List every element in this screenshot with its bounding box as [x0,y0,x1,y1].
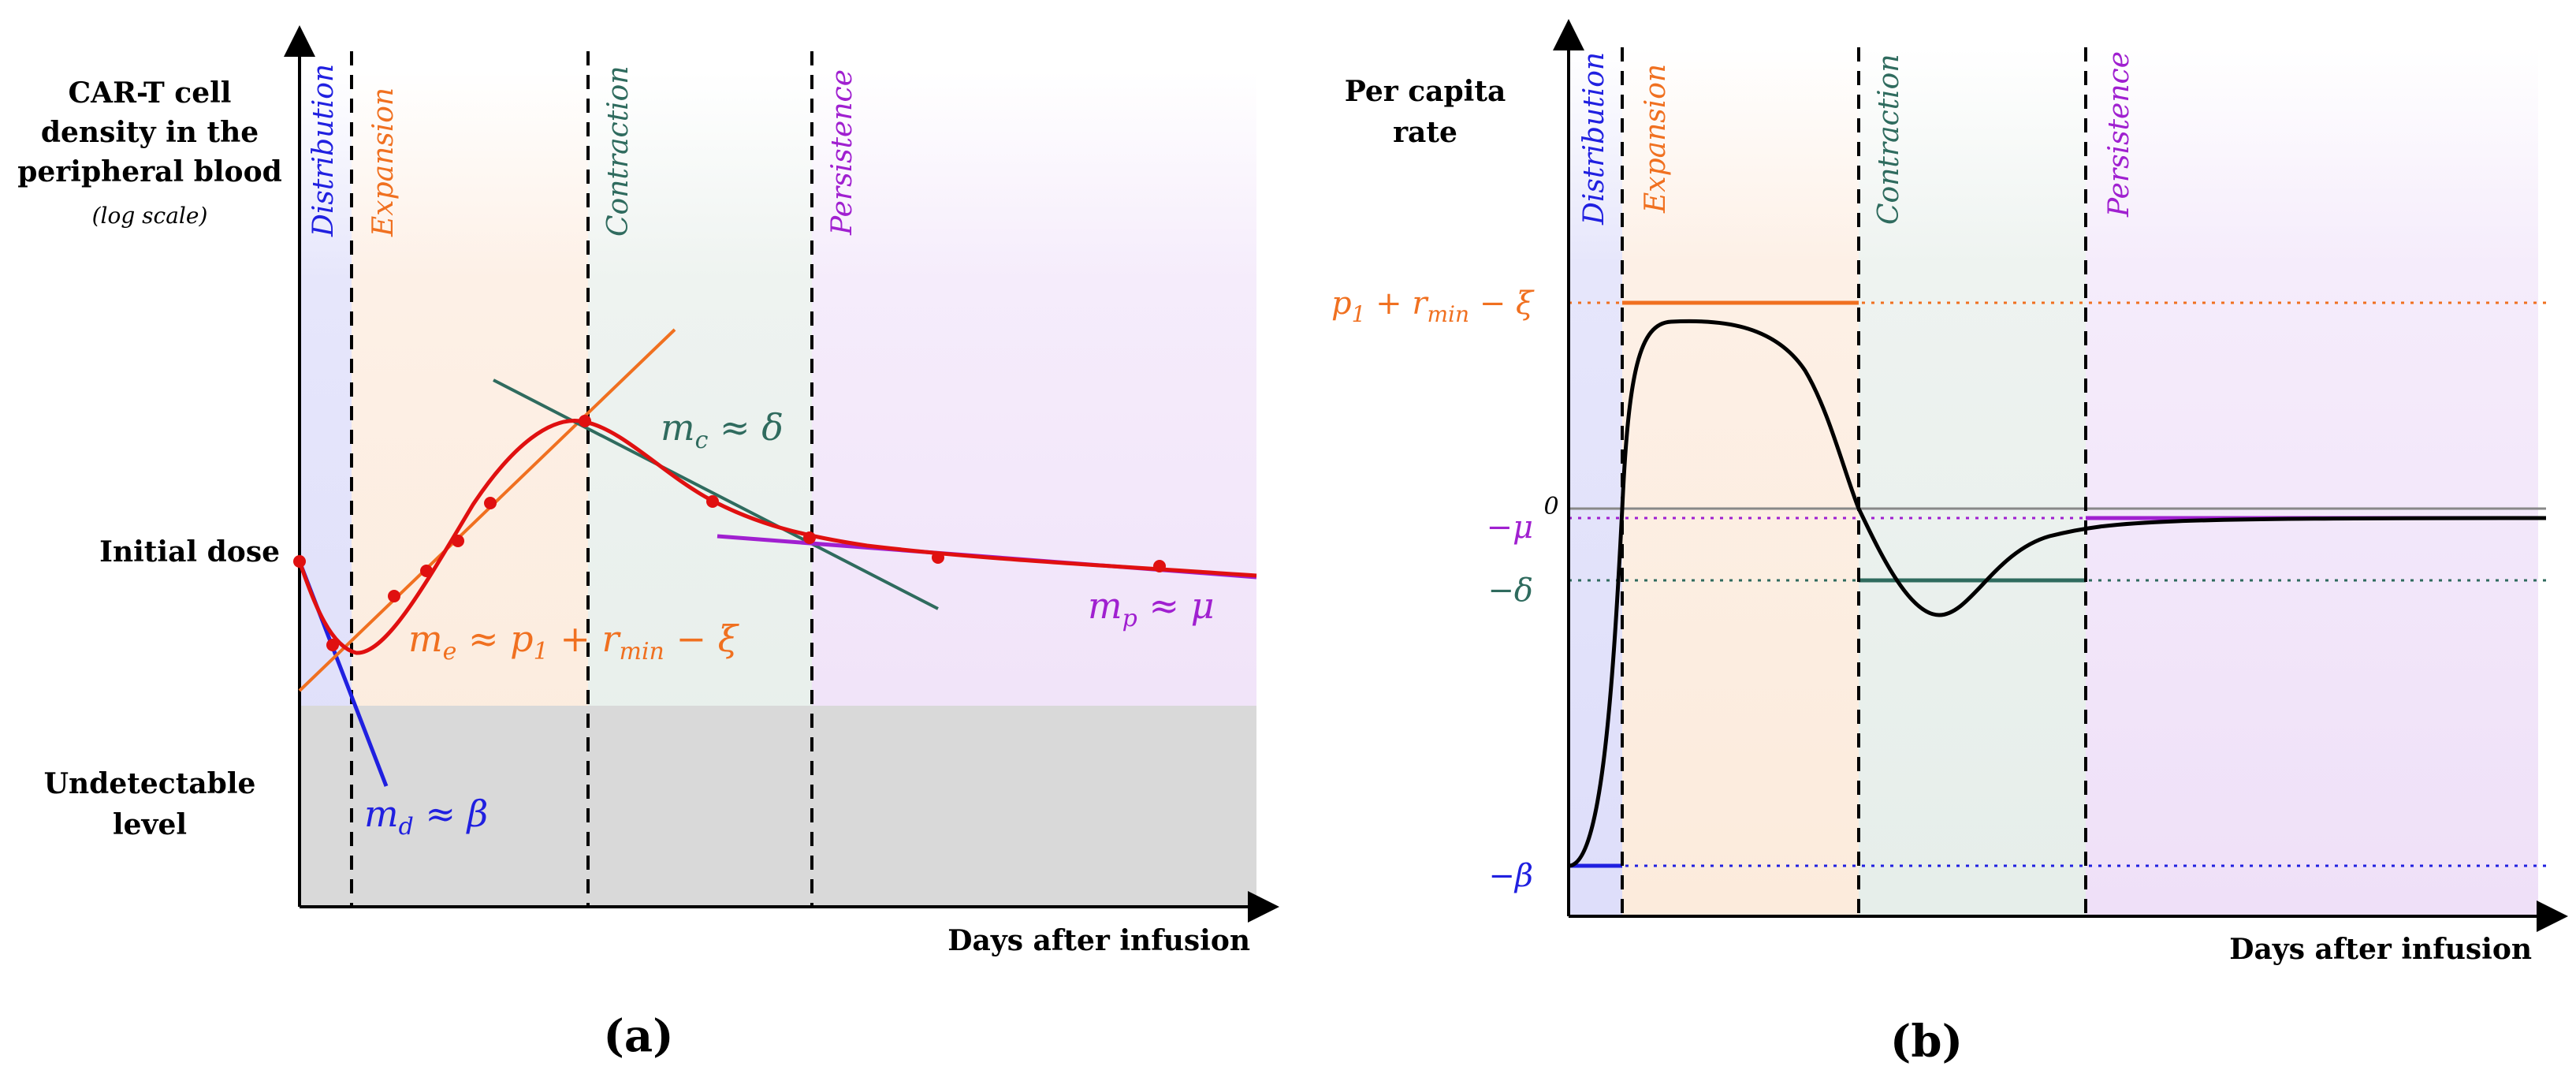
data-point [484,497,497,509]
data-point [452,535,464,547]
data-point [803,531,816,544]
phase-label-expansion-b: Expansion [1640,64,1672,214]
x-label-a: Days after infusion [947,924,1250,957]
y-label-line-1-a: CAR-T cell [69,76,232,110]
phase-label-persistence-a: Persistence [826,69,858,236]
level-label-delta: −δ [1487,572,1533,609]
slope-label-md: md ≈ β [364,792,488,841]
slope-label-me: me ≈ p1 + rmin − ξ [408,617,740,666]
slope-label-mc: mc ≈ δ [661,406,784,454]
panel-b: Distribution Expansion Contraction Persi… [1331,19,2568,1068]
data-point [326,639,339,651]
undetectable-line-2: level [113,808,187,841]
undetectable-line-1: Undetectable [44,767,256,800]
slope-line-me [298,328,676,692]
data-point [420,565,433,577]
slope-line-mc [493,378,939,610]
data-point [706,495,719,508]
panel-a: Distribution Expansion Contraction Persi… [17,25,1279,1062]
undetectable-band [300,706,1256,907]
band-contraction-b [1859,47,2086,916]
fit-curve [297,419,1257,655]
data-points [293,415,1166,651]
phase-label-contraction-a: Contraction [602,65,635,237]
band-expansion-b [1622,47,1859,916]
level-label-zero: 0 [1543,493,1558,520]
data-point [388,590,400,602]
level-label-top: p1 + rmin − ξ [1331,285,1535,327]
data-point [932,551,944,564]
phase-label-distribution-b: Distribution [1578,52,1610,226]
phase-label-contraction-b: Contraction [1873,54,1905,225]
y-label-line-1-b: Per capita [1345,75,1506,108]
level-label-beta: −β [1488,858,1533,894]
caption-b: (b) [1890,1016,1963,1068]
slope-label-mp: mp ≈ μ [1088,584,1215,632]
caption-a: (a) [603,1010,673,1062]
y-label-line-2-b: rate [1393,116,1457,149]
phase-label-expansion-a: Expansion [367,88,400,237]
data-point [1153,560,1166,572]
y-label-line-3-a: peripheral blood [17,155,282,188]
initial-dose-label: Initial dose [99,535,280,569]
y-label-line-2-a: density in the [41,116,259,149]
phase-label-distribution-a: Distribution [307,64,340,237]
x-label-b: Days after infusion [2229,933,2532,966]
data-point [293,555,306,568]
level-label-mu: −μ [1486,509,1533,546]
data-point [579,415,591,427]
band-persistence-b [2086,47,2538,916]
phase-label-persistence-b: Persistence [2103,51,2135,218]
band-distribution-b [1569,47,1622,916]
y-label-scale-a: (log scale) [92,203,208,229]
